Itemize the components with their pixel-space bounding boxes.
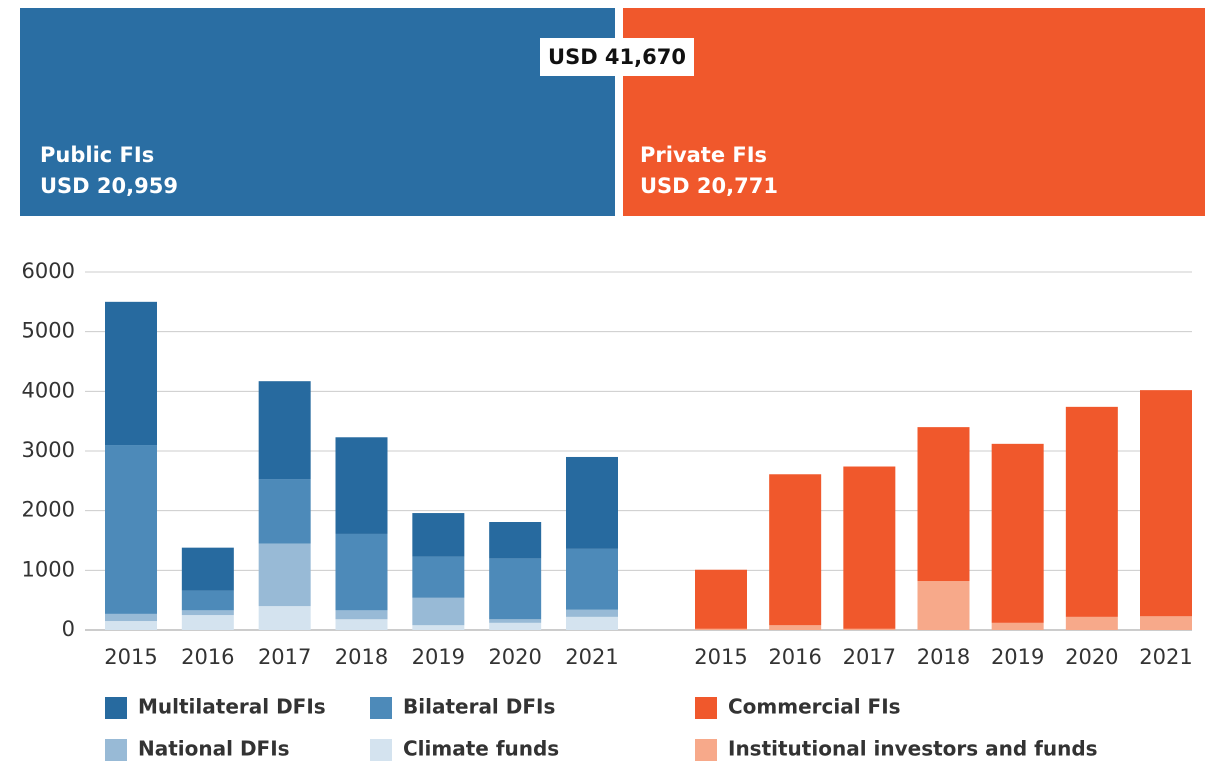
legend-swatch: [370, 697, 392, 719]
x-tick-label: 2019: [412, 645, 465, 669]
bar-segment: [489, 522, 542, 559]
private-block: [623, 8, 1205, 216]
private-amount: USD 20,771: [640, 174, 778, 198]
legend-swatch: [370, 739, 392, 761]
bar-segment: [566, 609, 618, 617]
legend-label: Bilateral DFIs: [403, 695, 555, 719]
x-tick-label: 2016: [768, 645, 821, 669]
x-tick-label: 2016: [181, 645, 234, 669]
y-tick-label: 6000: [22, 259, 75, 283]
bar-segment: [335, 533, 388, 611]
legend-label: Climate funds: [403, 737, 559, 761]
legend-label: Commercial FIs: [728, 695, 901, 719]
bar-segment: [566, 548, 618, 610]
y-tick-label: 1000: [22, 557, 75, 581]
legend-swatch: [105, 697, 127, 719]
legend-swatch: [695, 697, 717, 719]
bar-segment: [412, 597, 465, 626]
y-tick-label: 5000: [22, 319, 75, 343]
bar-segment: [105, 301, 157, 446]
bar-segment: [258, 479, 311, 544]
legend-swatch: [105, 739, 127, 761]
legend-label: Institutional investors and funds: [728, 737, 1098, 761]
bar-segment: [489, 558, 542, 620]
public-amount: USD 20,959: [40, 174, 178, 198]
bar-segment: [695, 569, 747, 629]
bar-segment: [991, 622, 1044, 630]
public-block: [20, 8, 615, 216]
legend-label: Multilateral DFIs: [138, 695, 326, 719]
x-tick-label: 2020: [488, 645, 541, 669]
bar-segment: [181, 590, 234, 611]
bar-segment: [258, 381, 311, 480]
bar-segment: [769, 625, 822, 630]
bar-segment: [181, 615, 234, 630]
bar-segment: [1140, 616, 1192, 630]
x-tick-label: 2021: [565, 645, 618, 669]
bar-segment: [412, 556, 465, 598]
x-tick-label: 2021: [1139, 645, 1192, 669]
bar-segment: [105, 621, 157, 630]
bar-segment: [917, 581, 970, 630]
bar-segment: [991, 443, 1044, 623]
y-tick-label: 2000: [22, 498, 75, 522]
bar-segment: [335, 437, 388, 534]
x-tick-label: 2019: [991, 645, 1044, 669]
bar-segment: [412, 625, 465, 630]
bar-segment: [917, 427, 970, 582]
bar-segment: [489, 619, 542, 623]
y-tick-label: 4000: [22, 378, 75, 402]
bar-segment: [335, 610, 388, 620]
public-label: Public FIs: [40, 143, 154, 167]
total-label: USD 41,670: [548, 45, 686, 69]
bar-segment: [769, 474, 822, 626]
bar-segment: [105, 613, 157, 622]
bar-segment: [258, 543, 311, 607]
x-tick-label: 2020: [1065, 645, 1118, 669]
bar-segment: [181, 547, 234, 591]
x-tick-label: 2018: [335, 645, 388, 669]
bar-segment: [489, 622, 542, 630]
bar-segment: [258, 606, 311, 630]
private-label: Private FIs: [640, 143, 767, 167]
bar-segment: [1065, 616, 1118, 630]
bar-segment: [412, 513, 465, 557]
bar-segment: [105, 445, 157, 614]
x-tick-label: 2018: [917, 645, 970, 669]
legend-swatch: [695, 739, 717, 761]
bar-segment: [695, 628, 747, 630]
y-tick-label: 0: [62, 617, 75, 641]
x-tick-label: 2017: [843, 645, 896, 669]
bar-segment: [843, 628, 896, 630]
total-box: [540, 38, 694, 76]
x-tick-label: 2015: [104, 645, 157, 669]
legend-label: National DFIs: [138, 737, 290, 761]
bar-segment: [335, 619, 388, 630]
bar-segment: [1065, 406, 1118, 617]
x-tick-label: 2017: [258, 645, 311, 669]
y-tick-label: 3000: [22, 438, 75, 462]
bar-segment: [843, 466, 896, 629]
bar-segment: [566, 616, 618, 630]
bar-segment: [566, 456, 618, 549]
x-tick-label: 2015: [694, 645, 747, 669]
bar-segment: [1140, 390, 1192, 617]
bar-segment: [181, 610, 234, 616]
